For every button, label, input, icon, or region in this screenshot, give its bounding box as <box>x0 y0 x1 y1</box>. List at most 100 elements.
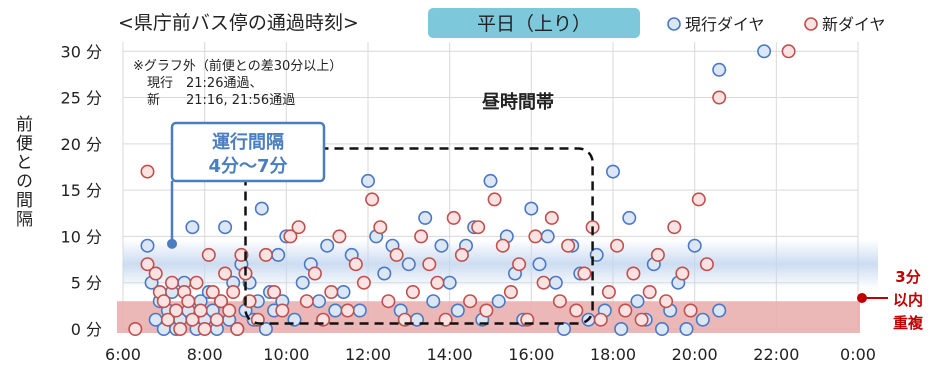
new-schedule-point <box>389 247 404 262</box>
current-schedule-point <box>401 257 416 272</box>
new-schedule-point <box>487 192 502 207</box>
x-tick-label: 10:00 <box>263 345 309 364</box>
current-schedule-point <box>328 303 343 318</box>
new-schedule-point <box>160 312 175 327</box>
new-schedule-point <box>675 266 690 281</box>
note-line-1: ※グラフ外（前便との差30分以上） <box>133 58 342 74</box>
new-schedule-point <box>463 294 478 309</box>
current-schedule-point <box>622 210 637 225</box>
new-schedule-point <box>659 294 674 309</box>
y-tick-label: 10 分 <box>61 227 102 246</box>
new-schedule-point <box>405 284 420 299</box>
interval-callout-box <box>170 121 326 183</box>
new-schedule-point <box>495 238 510 253</box>
current-schedule-point <box>695 312 710 327</box>
new-schedule-point <box>601 284 616 299</box>
new-schedule-point <box>691 192 706 207</box>
x-tick-label: 8:00 <box>187 345 223 364</box>
new-schedule-point <box>165 275 180 290</box>
new-schedule-point <box>209 312 224 327</box>
new-schedule-point <box>189 275 204 290</box>
current-schedule-point <box>258 321 273 336</box>
current-schedule-point <box>140 238 155 253</box>
new-schedule-point <box>634 312 649 327</box>
interval-callout-marker <box>167 238 177 249</box>
current-schedule-point <box>311 294 326 309</box>
new-schedule-point <box>218 266 233 281</box>
chart-title: <県庁前バス停の通過時刻> <box>118 12 359 34</box>
current-schedule-point <box>548 275 563 290</box>
new-schedule-point <box>365 192 380 207</box>
current-schedule-point <box>540 229 555 244</box>
new-schedule-point <box>561 238 576 253</box>
new-schedule-point <box>610 238 625 253</box>
current-schedule-point <box>450 303 465 318</box>
note-line-2: 現行 21:26通過、 <box>147 76 262 91</box>
new-schedule-point <box>618 303 633 318</box>
current-schedule-point <box>630 294 645 309</box>
new-schedule-point <box>650 247 665 262</box>
y-tick-label: 30 分 <box>61 42 102 61</box>
direction-badge <box>428 8 640 38</box>
overlap-label-line-2: 以内 <box>893 291 923 309</box>
new-schedule-point <box>626 266 641 281</box>
new-schedule-point <box>226 284 241 299</box>
new-schedule-point <box>299 294 314 309</box>
current-schedule-point <box>271 247 286 262</box>
current-schedule-point <box>483 173 498 188</box>
overlap-label-line-1: 3分 <box>895 268 920 286</box>
y-tick-label: 15 分 <box>61 181 102 200</box>
interval-callout-line-2: 4分〜7分 <box>208 156 287 177</box>
x-tick-label: 0:00 <box>840 345 876 364</box>
current-schedule-point <box>442 275 457 290</box>
new-schedule-point <box>193 303 208 318</box>
current-schedule-point <box>524 201 539 216</box>
new-schedule-point <box>381 294 396 309</box>
x-tick-label: 12:00 <box>345 345 391 364</box>
new-schedule-point <box>479 303 494 318</box>
new-schedule-point <box>173 321 188 336</box>
note-line-3: 新 21:16, 21:56通過 <box>147 92 295 108</box>
current-schedule-point <box>295 275 310 290</box>
new-schedule-point <box>140 164 155 179</box>
current-schedule-point <box>336 284 351 299</box>
new-schedule-point <box>307 266 322 281</box>
new-schedule-point <box>214 294 229 309</box>
legend-current-marker <box>667 17 681 31</box>
new-schedule-point <box>324 284 339 299</box>
interval-callout-line-1: 運行間隔 <box>212 131 284 153</box>
current-schedule-point <box>320 238 335 253</box>
new-schedule-point <box>454 247 469 262</box>
new-schedule-point <box>348 257 363 272</box>
new-schedule-point <box>230 321 245 336</box>
current-schedule-point <box>614 321 629 336</box>
new-schedule-point <box>181 294 196 309</box>
new-schedule-point <box>185 312 200 327</box>
y-axis-ticks: 0 分 5 分 10 分 15 分 20 分 25 分 30 分 <box>61 42 102 339</box>
current-schedule-point <box>679 321 694 336</box>
new-schedule-point <box>128 321 143 336</box>
new-schedule-point <box>503 284 518 299</box>
y-tick-label: 25 分 <box>61 89 102 108</box>
current-schedule-point <box>556 321 571 336</box>
current-schedule-point <box>757 44 772 59</box>
current-schedule-point <box>712 62 727 77</box>
current-schedule-point <box>254 201 269 216</box>
x-tick-label: 6:00 <box>105 345 141 364</box>
daytime-label: 昼時間帯 <box>482 91 554 113</box>
new-schedule-point <box>569 303 584 318</box>
current-schedule-point <box>185 220 200 235</box>
current-schedule-point <box>687 238 702 253</box>
new-schedule-point <box>267 284 282 299</box>
new-schedule-point <box>140 257 155 272</box>
new-schedule-point <box>471 220 486 235</box>
x-axis-ticks: 6:00 8:00 10:00 12:00 14:00 16:00 18:00 20:00 22… <box>105 345 876 364</box>
current-schedule-point <box>605 164 620 179</box>
new-schedule-point <box>373 220 388 235</box>
current-schedule-point <box>218 220 233 235</box>
new-schedule-point <box>422 257 437 272</box>
new-schedule-point <box>332 229 347 244</box>
new-schedule-point <box>291 220 306 235</box>
outside-range-note: ※グラフ外（前便との差30分以上） 現行 21:26通過、 新 21:16, 2… <box>133 58 342 108</box>
